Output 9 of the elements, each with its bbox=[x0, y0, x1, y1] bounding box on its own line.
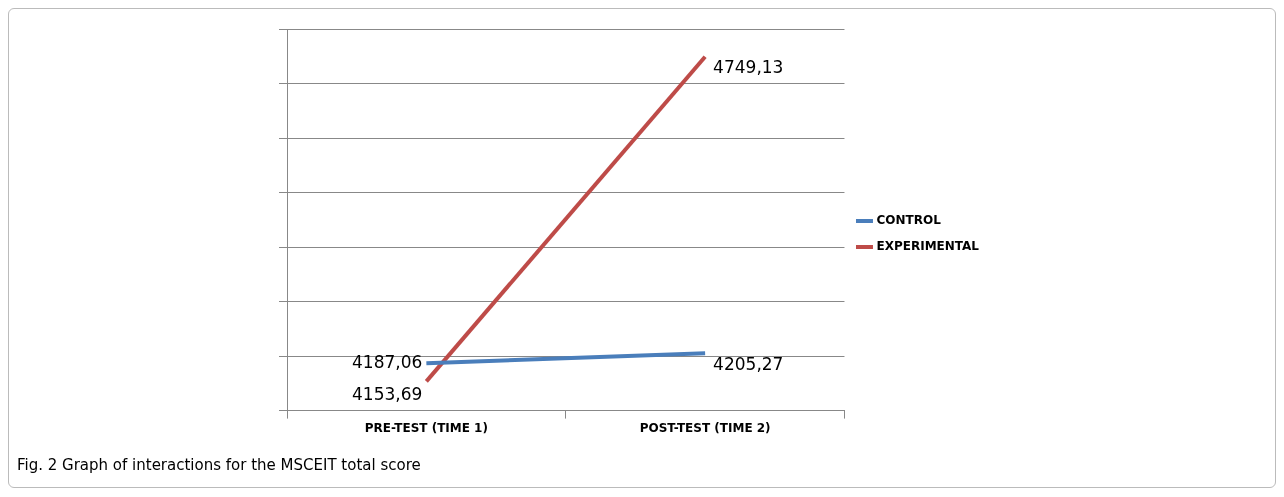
legend-label: EXPERIMENTAL bbox=[876, 239, 980, 254]
x-tick-label: PRE-TEST (TIME 1) bbox=[364, 420, 488, 435]
caption: Fig. 2 Graph of interactions for the MSCEIT total score bbox=[17, 456, 421, 474]
data-label: 4187,06 bbox=[352, 351, 423, 372]
data-label: 4205,27 bbox=[713, 353, 784, 374]
legend-label: CONTROL bbox=[876, 213, 942, 228]
x-tick-label: POST-TEST (TIME 2) bbox=[639, 420, 771, 435]
data-label: 4749,13 bbox=[713, 57, 784, 78]
data-label: 4153,69 bbox=[352, 383, 423, 404]
